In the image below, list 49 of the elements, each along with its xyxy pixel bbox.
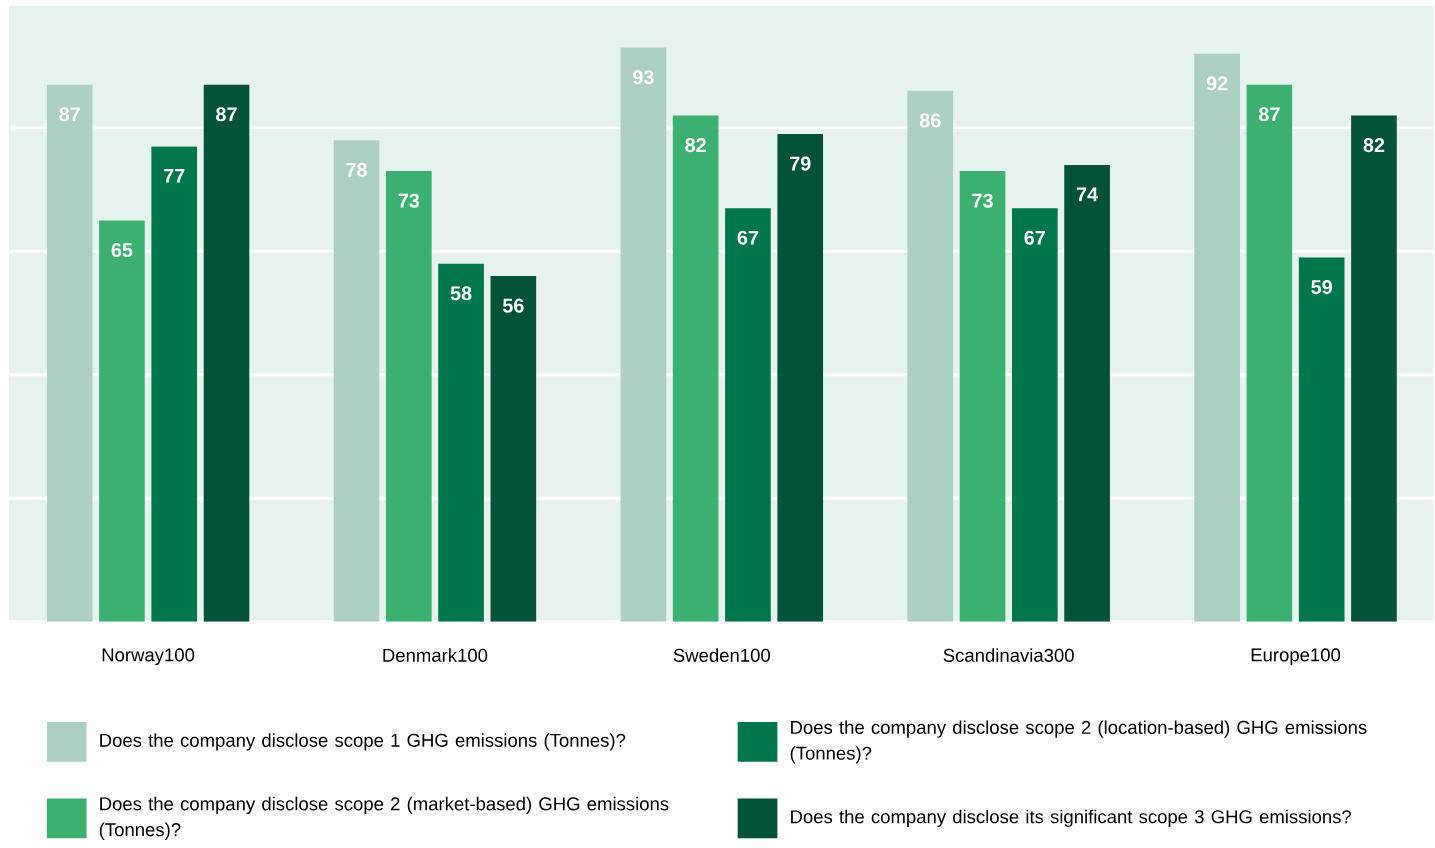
data-label: 73 [972,193,993,208]
data-label: 82 [685,138,706,153]
bar [46,84,93,622]
data-label: 87 [216,107,237,122]
data-label: 65 [111,242,133,258]
bar [959,171,1006,622]
data-label: 58 [450,286,472,301]
bar [907,90,954,622]
bar [438,263,484,622]
bar [1064,164,1110,622]
bar [1351,115,1397,622]
bar [151,146,198,622]
bar [333,140,380,622]
data-label: 86 [919,113,941,128]
x-tick-label: Europe100 [1251,648,1341,666]
bar [1194,53,1240,622]
legend-label: Does the company disclose scope 2 (location-based) GHG emissions (Tonnes)? [790,720,1367,764]
bar [1298,257,1345,622]
bar [620,47,667,622]
bar [490,276,537,622]
bar [672,115,719,622]
bar [1011,208,1058,622]
data-label: 82 [1363,138,1385,153]
data-label: 67 [737,230,759,245]
bar [203,84,250,622]
data-label: 74 [1076,187,1099,202]
x-tick-label: Sweden100 [673,648,770,662]
data-label: 67 [1024,230,1045,245]
data-label: 59 [1311,280,1332,295]
data-label: 93 [633,70,654,85]
data-label: 73 [398,193,420,208]
data-label: 56 [502,298,524,313]
x-tick-label: Scandinavia300 [943,648,1074,662]
legend-label: Does the company disclose scope 2 (market-based) GHG emissions (Tonnes)? [99,796,669,840]
x-tick-label: Denmark100 [383,648,488,662]
bar [99,220,145,622]
bar [777,134,824,622]
bar [725,208,771,622]
data-label: 87 [1258,107,1280,122]
data-label: 92 [1206,76,1228,91]
x-tick-label: Norway100 [102,648,195,666]
data-label: 79 [790,156,811,171]
legend-label: Does the company disclose scope 1 GHG emissions (Tonnes)? [100,733,626,751]
data-label: 77 [164,168,185,183]
data-label: 87 [59,107,80,122]
bar [1246,84,1293,622]
data-label: 78 [346,162,367,177]
legend-label: Does the company disclose its significant scope 3 GHG emissions? [791,809,1352,827]
bar [385,171,432,622]
